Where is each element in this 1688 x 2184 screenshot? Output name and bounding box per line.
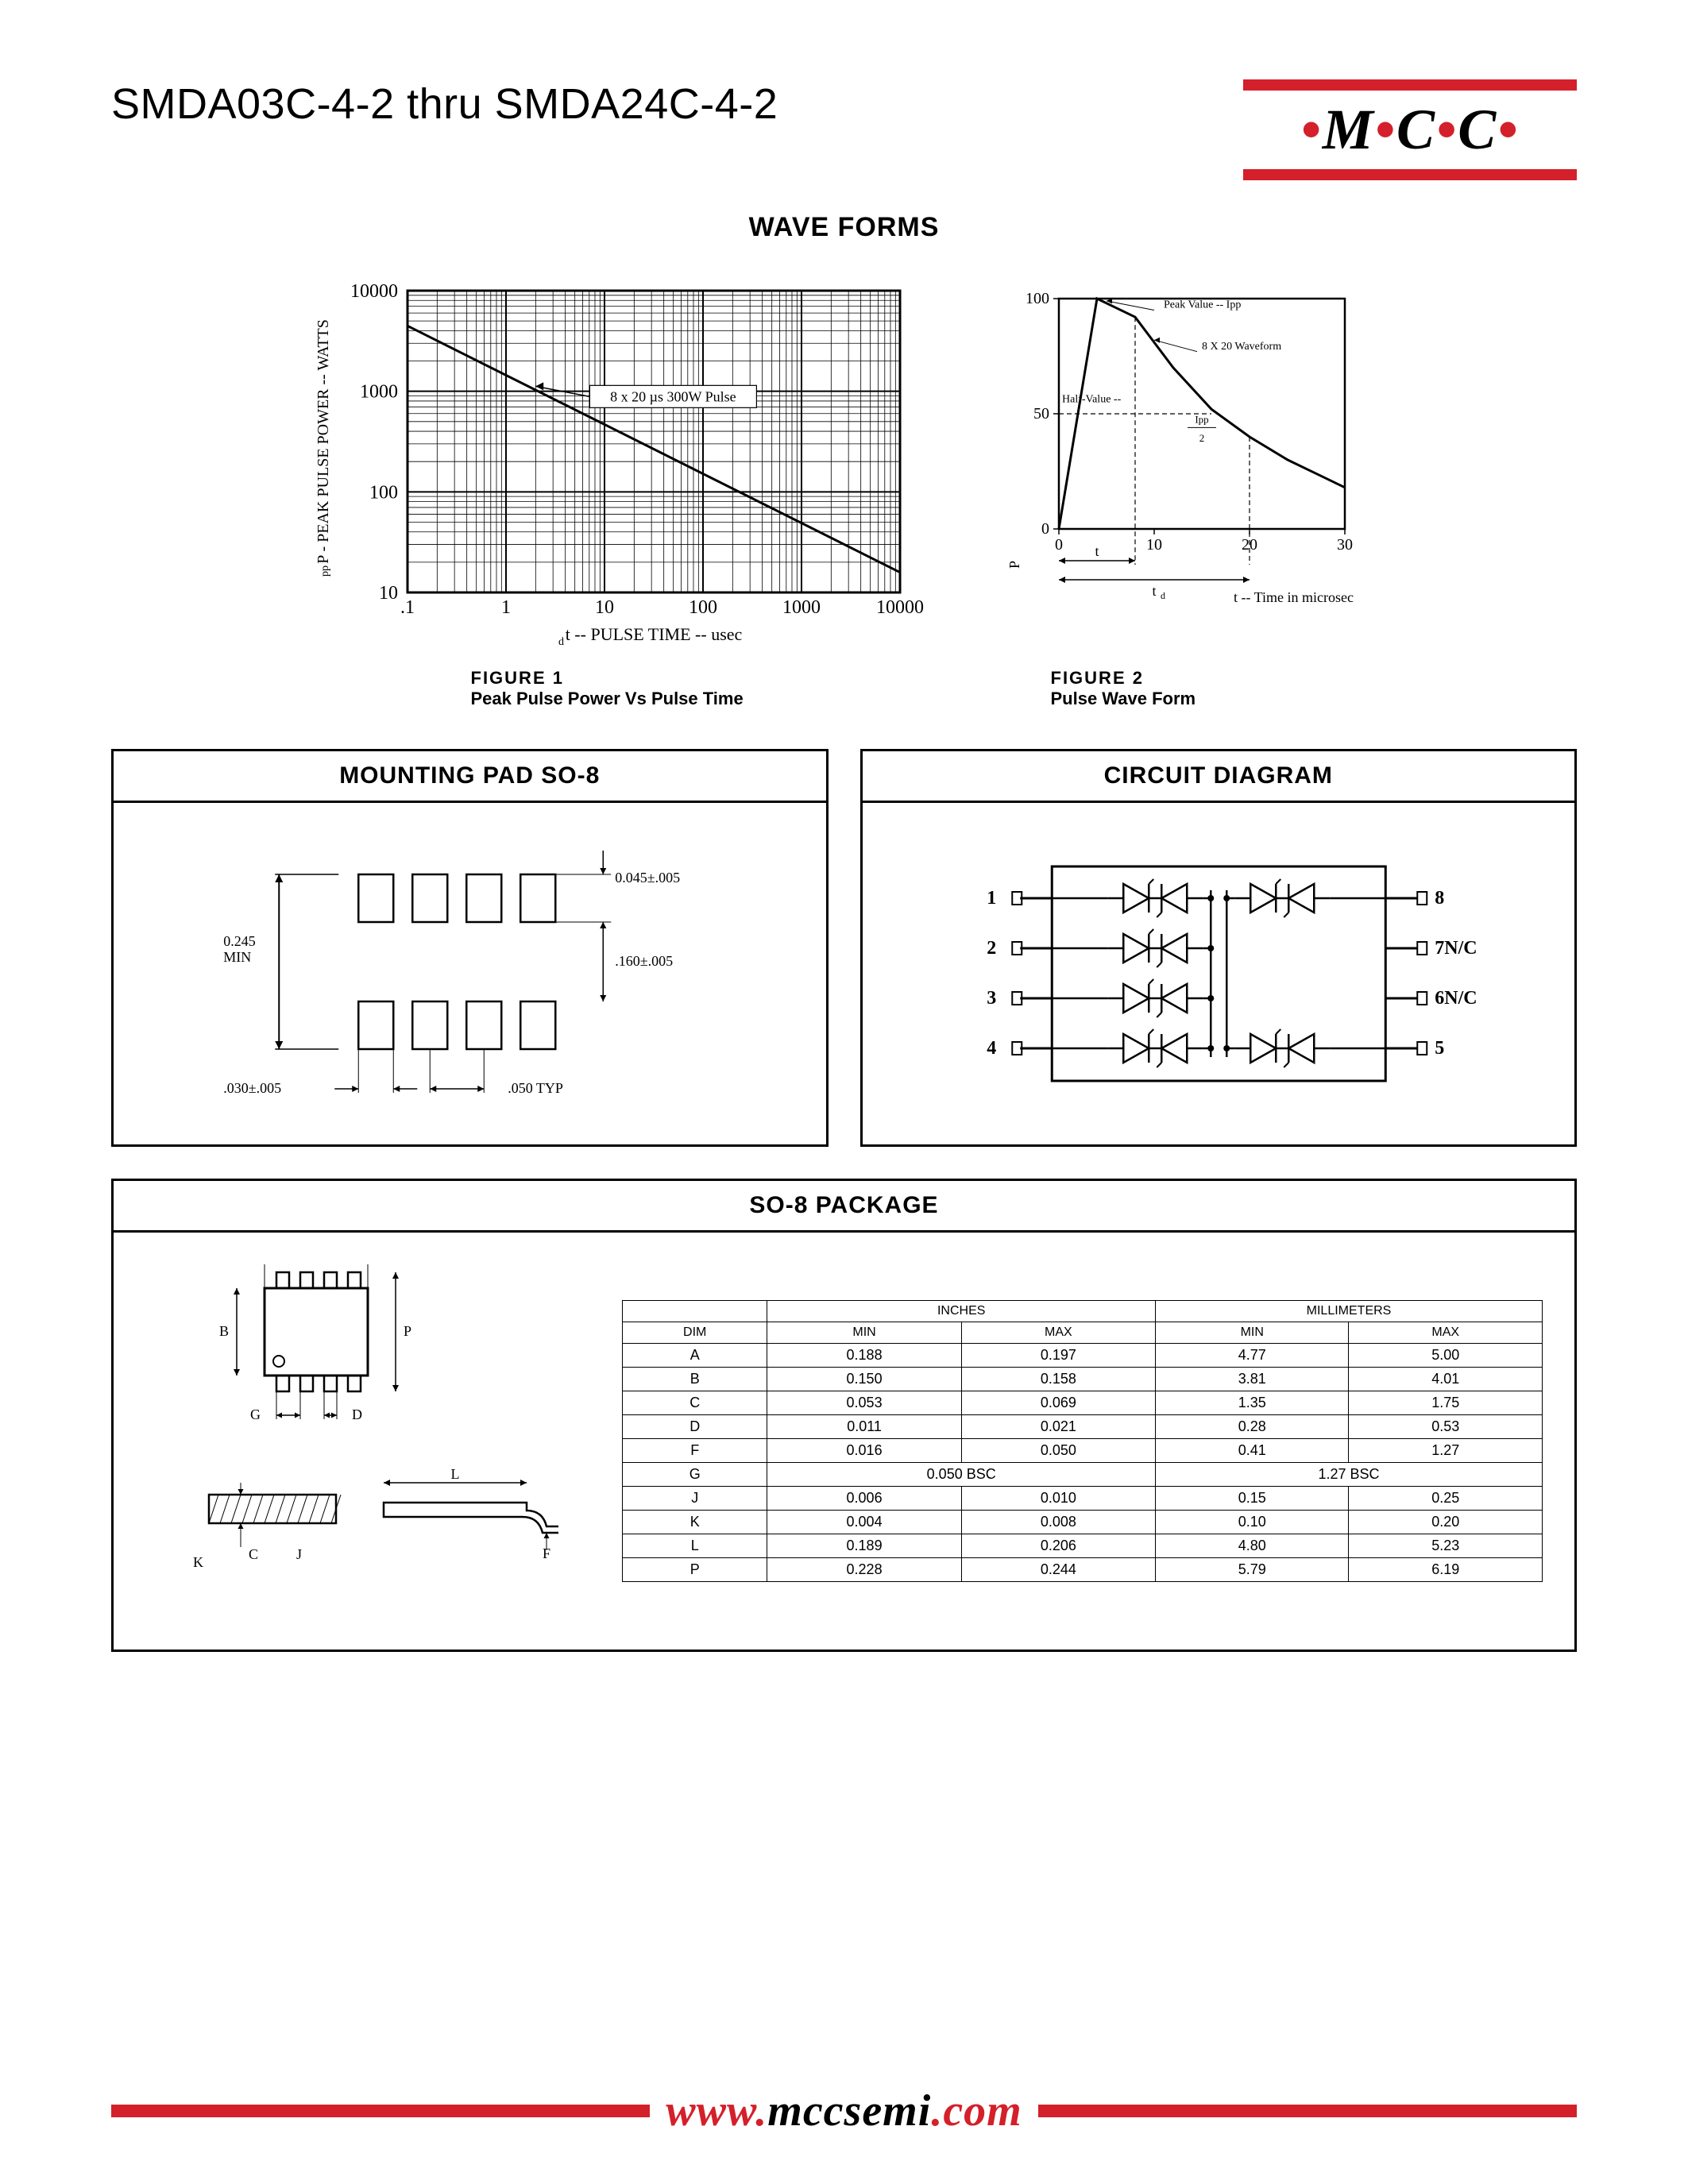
svg-text:8: 8 (1435, 888, 1444, 909)
svg-text:P: P (404, 1323, 411, 1339)
svg-text:pp: pp (319, 565, 331, 577)
package-drawings: ABPGDLCKJF (145, 1264, 558, 1618)
svg-text:t: t (1095, 543, 1099, 559)
svg-text:d: d (1161, 590, 1165, 601)
svg-text:0: 0 (1041, 520, 1049, 538)
package-panel: SO-8 PACKAGE ABPGDLCKJF INCHESMILLIMETER… (111, 1179, 1577, 1652)
svg-text:1: 1 (987, 888, 996, 909)
circuit-diagram-panel: CIRCUIT DIAGRAM 1 8 2 7N/C 3 6N/C 4 5 (860, 749, 1578, 1147)
mounting-pad-body: 0.245MIN 0.045±.005 .160±.005 .030±.005 .050… (114, 803, 826, 1144)
svg-text:0.245: 0.245 (223, 933, 256, 949)
svg-text:2: 2 (987, 938, 996, 959)
svg-text:30: 30 (1337, 536, 1353, 554)
logo-text: •M•C•C• (1243, 91, 1577, 169)
svg-text:D: D (352, 1406, 362, 1422)
svg-text:P: P (1006, 561, 1022, 569)
svg-text:100: 100 (1026, 290, 1049, 307)
svg-text:2: 2 (1199, 432, 1204, 444)
mcc-logo: •M•C•C• (1243, 79, 1577, 180)
svg-text:0.045±.005: 0.045±.005 (615, 870, 680, 886)
svg-text:t -- Time in microsec: t -- Time in microsec (1234, 589, 1354, 605)
svg-text:Half-Value --: Half-Value -- (1062, 394, 1122, 406)
footer: www.mccsemi.com (111, 2086, 1577, 2136)
svg-text:L: L (451, 1466, 460, 1482)
package-table: INCHESMILLIMETERSDIMMINMAXMINMAXA0.1880.… (622, 1300, 1543, 1582)
svg-text:.030±.005: .030±.005 (223, 1080, 281, 1096)
svg-text:3: 3 (987, 988, 996, 1009)
svg-text:7N/C: 7N/C (1435, 938, 1477, 959)
svg-text:C: C (249, 1546, 258, 1562)
svg-text:10: 10 (595, 597, 614, 618)
logo-top-bar (1243, 79, 1577, 91)
mounting-pad-panel: MOUNTING PAD SO-8 0.245MIN 0.045±.005 .160… (111, 749, 829, 1147)
svg-text:100: 100 (689, 597, 717, 618)
svg-text:MIN: MIN (223, 949, 251, 965)
part-number-title: SMDA03C-4-2 thru SMDA24C-4-2 (111, 79, 778, 129)
svg-text:0: 0 (1055, 536, 1063, 554)
fig2-chart: 0102030050100Peak Value -- Ipp8 X 20 Wav… (1003, 275, 1385, 656)
svg-text:6N/C: 6N/C (1435, 988, 1477, 1009)
footer-bar-right (1038, 2105, 1577, 2117)
svg-text:10: 10 (379, 583, 398, 604)
package-body: ABPGDLCKJF INCHESMILLIMETERSDIMMINMAXMIN… (114, 1233, 1574, 1650)
waveforms-title: WAVE FORMS (111, 212, 1577, 243)
svg-text:100: 100 (369, 482, 398, 503)
svg-text:1: 1 (501, 597, 511, 618)
svg-text:Ipp: Ipp (1195, 414, 1208, 426)
svg-text:1000: 1000 (782, 597, 821, 618)
mounting-pad-title: MOUNTING PAD SO-8 (114, 751, 826, 803)
page-header: SMDA03C-4-2 thru SMDA24C-4-2 •M•C•C• (111, 79, 1577, 180)
fig1-caption: FIGURE 1 Peak Pulse Power Vs Pulse Time (304, 668, 956, 709)
svg-text:P - PEAK PULSE POWER -- WAT: P - PEAK PULSE POWER -- WATTS (315, 319, 332, 564)
svg-text:t -- PULSE TIME -- usec: t -- PULSE TIME -- usec (565, 624, 742, 644)
fig2-caption: FIGURE 2 Pulse Wave Form (1003, 668, 1385, 709)
svg-text:K: K (193, 1554, 203, 1570)
figure-2: 0102030050100Peak Value -- Ipp8 X 20 Wav… (1003, 275, 1385, 709)
svg-text:5: 5 (1435, 1038, 1444, 1059)
svg-text:J: J (296, 1546, 302, 1562)
svg-text:10: 10 (1146, 536, 1162, 554)
svg-text:8 x 20 µs 300W Pulse: 8 x 20 µs 300W Pulse (610, 388, 736, 404)
svg-text:8 X 20 Waveform: 8 X 20 Waveform (1202, 341, 1281, 353)
circuit-title: CIRCUIT DIAGRAM (863, 751, 1575, 803)
svg-text:d: d (558, 636, 564, 648)
circuit-body: 1 8 2 7N/C 3 6N/C 4 5 (863, 803, 1575, 1144)
svg-text:Peak Value -- Ipp: Peak Value -- Ipp (1164, 299, 1241, 311)
svg-text:G: G (250, 1406, 261, 1422)
panels-row: MOUNTING PAD SO-8 0.245MIN 0.045±.005 .160… (111, 749, 1577, 1147)
svg-text:10000: 10000 (876, 597, 924, 618)
svg-text:.1: .1 (400, 597, 415, 618)
svg-text:t: t (1152, 583, 1156, 599)
svg-text:1000: 1000 (360, 382, 398, 403)
footer-url: www.mccsemi.com (666, 2086, 1022, 2136)
fig1-chart: .1 1 10 100 1000 10000 10 100 1000 10000 8 x 20 µs… (304, 275, 956, 656)
svg-text:.160±.005: .160±.005 (615, 953, 673, 969)
footer-bar-left (111, 2105, 650, 2117)
package-title: SO-8 PACKAGE (114, 1181, 1574, 1233)
svg-text:50: 50 (1033, 405, 1049, 423)
figure-1: .1 1 10 100 1000 10000 10 100 1000 10000 8 x 20 µs… (304, 275, 956, 709)
waveforms-row: .1110100100010000101001000100008 x 20 µs… (111, 275, 1577, 709)
svg-text:B: B (219, 1323, 229, 1339)
svg-text:10000: 10000 (350, 281, 398, 302)
svg-text:4: 4 (987, 1038, 996, 1059)
svg-text:.050 TYP: .050 TYP (508, 1080, 563, 1096)
logo-bottom-bar (1243, 169, 1577, 180)
